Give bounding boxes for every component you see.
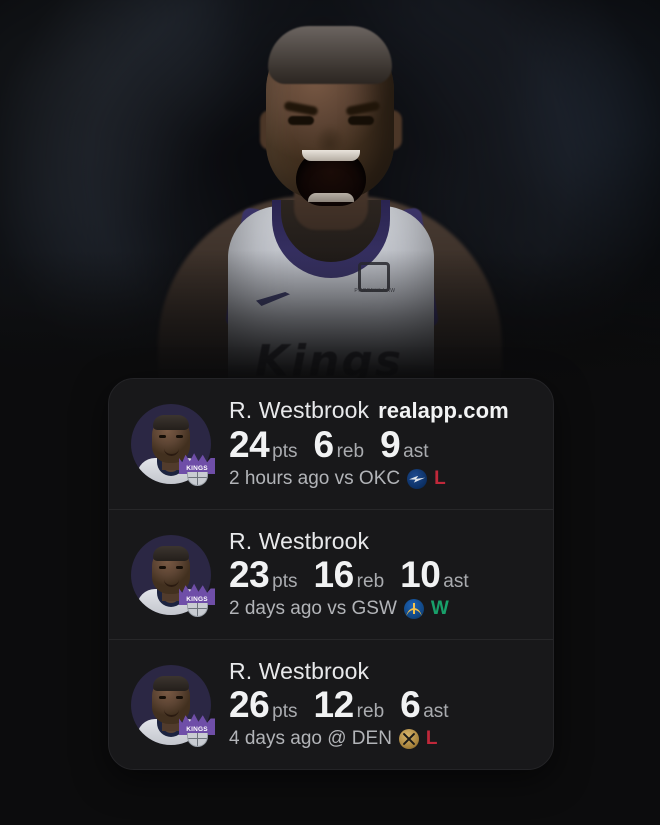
status-badge: L xyxy=(425,728,438,750)
player-upper-teeth xyxy=(302,150,360,161)
points-label: pts xyxy=(272,571,298,593)
watermark: realapp.com xyxy=(378,398,509,424)
headshot-hair xyxy=(153,675,189,691)
okc-thunder-logo-icon xyxy=(407,468,428,489)
basketball-icon xyxy=(187,472,208,486)
name-line: R. Westbrook realapp.com xyxy=(229,397,531,424)
golden-state-warriors-logo-icon xyxy=(403,599,424,620)
table-row[interactable]: KINGS R. Westbrook 26 pts 12 reb 6 ast xyxy=(109,639,553,769)
rebounds-label: reb xyxy=(356,571,385,593)
headshot-smile xyxy=(164,448,179,456)
assists-value: 9 xyxy=(380,423,401,465)
headshot-eye-left xyxy=(159,695,166,699)
headshot-eye-right xyxy=(176,565,183,569)
game-log-card: KINGS R. Westbrook realapp.com 24 pts 6 … xyxy=(108,378,554,770)
kings-crown-band: KINGS xyxy=(179,595,215,605)
assists-value: 10 xyxy=(400,554,441,596)
meta-line: 4 days ago @ DEN L xyxy=(229,728,531,750)
photo-bottom-fade xyxy=(0,250,660,400)
assists-label: ast xyxy=(443,571,469,593)
name-line: R. Westbrook xyxy=(229,657,531,684)
row-info: R. Westbrook realapp.com 24 pts 6 reb 9 … xyxy=(229,398,531,489)
kings-crown-band: KINGS xyxy=(179,465,215,474)
table-row[interactable]: KINGS R. Westbrook 23 pts 16 reb 10 ast xyxy=(109,509,553,639)
game-meta-text: 2 hours ago vs OKC xyxy=(229,467,401,489)
points-value: 26 xyxy=(229,684,270,726)
kings-badge-label: KINGS xyxy=(186,595,208,603)
points-label: pts xyxy=(272,701,298,723)
points-label: pts xyxy=(272,440,298,462)
row-info: R. Westbrook 23 pts 16 reb 10 ast 2 days… xyxy=(229,527,531,620)
avatar: KINGS xyxy=(131,664,215,747)
rebounds-value: 12 xyxy=(313,684,355,726)
rebounds-value: 16 xyxy=(313,554,355,596)
player-headshot xyxy=(131,404,211,484)
headshot-hair xyxy=(153,545,189,561)
denver-nuggets-logo-icon xyxy=(398,729,419,750)
meta-line: 2 days ago vs GSW W xyxy=(229,598,531,620)
stat-line: 24 pts 6 reb 9 ast xyxy=(229,423,531,465)
points-value: 23 xyxy=(229,554,270,596)
game-meta-text: 2 days ago vs GSW xyxy=(229,598,397,620)
player-hair xyxy=(268,26,392,84)
avatar: KINGS xyxy=(131,534,215,617)
game-meta-text: 4 days ago @ DEN xyxy=(229,728,392,750)
assists-label: ast xyxy=(423,701,449,723)
headshot-smile xyxy=(164,579,179,587)
player-lower-teeth xyxy=(308,193,354,202)
player-name: R. Westbrook xyxy=(229,527,370,554)
status-badge: W xyxy=(430,598,450,620)
headshot-eye-right xyxy=(176,435,183,438)
player-photo: PHOENIX LAW Kings xyxy=(0,0,660,400)
player-eye-right xyxy=(348,116,374,125)
stat-line: 23 pts 16 reb 10 ast xyxy=(229,554,531,596)
kings-badge-label: KINGS xyxy=(186,465,208,473)
headshot-smile xyxy=(164,709,179,717)
name-line: R. Westbrook xyxy=(229,527,531,554)
rebounds-label: reb xyxy=(356,701,385,723)
kings-team-logo-icon: KINGS xyxy=(179,452,215,486)
status-badge: L xyxy=(434,467,446,489)
kings-team-logo-icon: KINGS xyxy=(179,583,215,617)
kings-team-logo-icon: KINGS xyxy=(179,713,215,747)
meta-line: 2 hours ago vs OKC L xyxy=(229,468,531,490)
headshot-hair xyxy=(153,415,189,430)
basketball-icon xyxy=(187,732,208,747)
headshot-eye-left xyxy=(159,565,166,569)
basketball-icon xyxy=(187,602,208,617)
player-name: R. Westbrook xyxy=(229,397,370,424)
table-row[interactable]: KINGS R. Westbrook realapp.com 24 pts 6 … xyxy=(109,379,553,509)
rebounds-label: reb xyxy=(336,440,365,462)
headshot-eye-left xyxy=(159,435,166,438)
player-name: R. Westbrook xyxy=(229,657,370,684)
assists-label: ast xyxy=(403,440,429,462)
assists-value: 6 xyxy=(400,684,421,726)
rebounds-value: 6 xyxy=(313,423,335,465)
stat-line: 26 pts 12 reb 6 ast xyxy=(229,684,531,726)
kings-badge-label: KINGS xyxy=(186,725,208,733)
points-value: 24 xyxy=(229,423,270,465)
headshot-eye-right xyxy=(176,695,183,699)
avatar: KINGS xyxy=(131,404,215,486)
player-nose xyxy=(315,126,345,152)
row-info: R. Westbrook 26 pts 12 reb 6 ast 4 days … xyxy=(229,657,531,750)
kings-crown-band: KINGS xyxy=(179,725,215,735)
player-eye-left xyxy=(288,116,314,125)
player-headshot xyxy=(131,664,211,745)
